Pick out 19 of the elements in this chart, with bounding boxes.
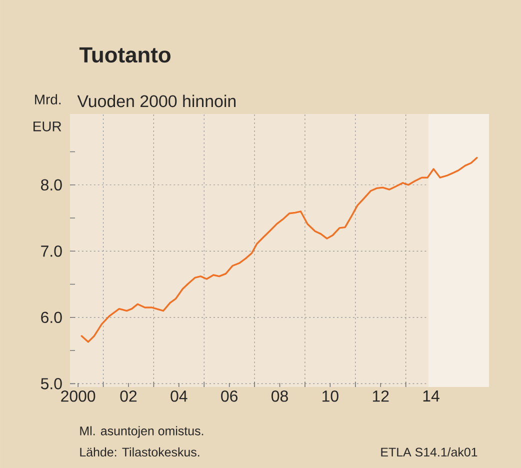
line-series bbox=[80, 156, 478, 343]
text: Mrd. EUR bbox=[34, 94, 62, 132]
x-tick-label: 08 bbox=[272, 390, 288, 402]
text: Lähde: Tilastokeskus. bbox=[80, 447, 200, 457]
y-tick-label: 5.0 bbox=[40, 378, 62, 390]
text: ETLA S14.1/ak01 bbox=[381, 447, 478, 457]
y-tick-label: 6.0 bbox=[41, 312, 62, 324]
x-tick-label: 04 bbox=[170, 390, 188, 402]
y-tick-label: 7.0 bbox=[41, 246, 62, 257]
x-tick-label: 06 bbox=[221, 390, 238, 402]
chart-subtitle: Vuoden 2000 hinnoin bbox=[77, 94, 236, 108]
x-tick-label: 2000 bbox=[61, 390, 96, 402]
chart-title: Tuotanto bbox=[79, 47, 170, 63]
x-tick-label: 12 bbox=[372, 390, 389, 402]
text: Ml. asuntojen omistus. bbox=[80, 426, 204, 438]
x-tick-label: 10 bbox=[322, 390, 338, 402]
y-tick-label: 8.0 bbox=[41, 179, 62, 191]
x-tick-label: 14 bbox=[423, 390, 440, 402]
x-tick-label: 02 bbox=[120, 390, 137, 402]
